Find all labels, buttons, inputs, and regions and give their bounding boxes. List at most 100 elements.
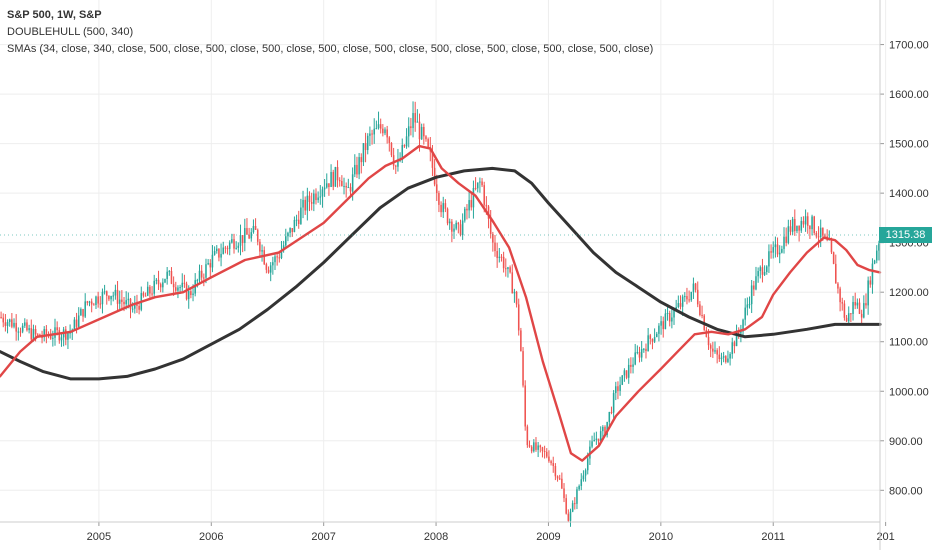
candle-body	[487, 206, 490, 219]
candle-body	[226, 248, 229, 250]
candle-body	[386, 129, 388, 138]
candle-body	[627, 364, 630, 378]
candle-body	[472, 187, 475, 208]
candle-body	[742, 319, 744, 332]
candle-body	[371, 133, 373, 135]
candle-body	[530, 446, 533, 452]
candle-body	[349, 187, 352, 192]
candle-body	[520, 330, 522, 352]
candle-body	[839, 288, 841, 303]
x-tick-label: 201	[876, 531, 894, 543]
candle-body	[392, 155, 395, 166]
candle-body	[498, 256, 501, 259]
candle-body	[65, 329, 67, 340]
candle-body	[556, 476, 559, 479]
x-tick-label: 2010	[649, 531, 673, 543]
candle-body	[34, 329, 37, 335]
candle-body	[21, 325, 24, 332]
candle-body	[765, 266, 768, 272]
candle-body	[209, 263, 212, 268]
candle-body	[873, 260, 876, 264]
candle-body	[19, 331, 22, 333]
candle-body	[207, 263, 209, 265]
candle-body	[725, 356, 727, 362]
candle-body	[401, 145, 404, 160]
candle-body	[809, 225, 811, 230]
candle-body	[289, 228, 291, 233]
candle-body	[502, 256, 505, 269]
candle-body	[524, 385, 526, 427]
candle-body	[774, 244, 777, 248]
candle-body	[239, 235, 242, 246]
candle-body	[783, 236, 785, 249]
candle-body	[338, 180, 341, 182]
candle-body	[591, 441, 593, 447]
candle-body	[127, 298, 130, 301]
candle-body	[854, 302, 856, 306]
candle-body	[369, 133, 371, 136]
candle-body	[464, 208, 466, 221]
chart-title: S&P 500, 1W, S&P	[7, 9, 102, 21]
candle-body	[256, 229, 259, 242]
candle-body	[526, 426, 529, 446]
candle-body	[763, 271, 766, 275]
candle-body	[67, 333, 69, 340]
candle-body	[653, 337, 656, 342]
candle-body	[545, 451, 548, 457]
candle-body	[675, 306, 677, 310]
candle-body	[548, 456, 550, 462]
candle-body	[632, 364, 634, 367]
candle-body	[841, 302, 844, 304]
candle-body	[440, 204, 442, 213]
candle-body	[875, 250, 878, 261]
candle-body	[716, 350, 718, 355]
candle-body	[293, 220, 296, 232]
candle-body	[804, 216, 807, 225]
candle-body	[237, 245, 240, 248]
candle-body	[567, 513, 570, 521]
candle-body	[658, 325, 660, 334]
candle-body	[662, 321, 665, 330]
candle-body	[505, 268, 507, 270]
candle-body	[791, 219, 794, 232]
candle-body	[709, 345, 712, 349]
candle-body	[528, 445, 531, 447]
candle-body	[593, 439, 595, 442]
candle-body	[356, 164, 358, 175]
candle-body	[630, 364, 632, 367]
candle-body	[785, 236, 787, 243]
candle-body	[390, 142, 393, 156]
candle-body	[90, 301, 93, 305]
candle-body	[30, 328, 33, 340]
candle-body	[619, 384, 621, 391]
grid	[0, 0, 887, 522]
y-tick-label: 1600.00	[889, 89, 929, 101]
candle-body	[32, 329, 35, 340]
candle-body	[183, 282, 186, 284]
candle-body	[561, 478, 563, 489]
x-tick-label: 2008	[424, 531, 448, 543]
candle-body	[263, 250, 265, 265]
candle-body	[80, 309, 82, 316]
candle-body	[6, 321, 9, 326]
candle-body	[315, 193, 317, 201]
candle-body	[105, 291, 108, 296]
candle-body	[750, 285, 753, 305]
candle-body	[664, 313, 667, 330]
candle-body	[172, 283, 175, 288]
candle-body	[481, 181, 483, 186]
candle-body	[537, 445, 539, 450]
candle-body	[343, 185, 345, 187]
candle-body	[612, 393, 615, 413]
candle-body	[668, 312, 671, 322]
candle-body	[241, 235, 244, 243]
candle-body	[190, 291, 192, 296]
candle-body	[638, 352, 641, 358]
candle-body	[794, 219, 796, 232]
candle-body	[427, 139, 429, 147]
candle-body	[634, 352, 636, 365]
candle-body	[832, 252, 835, 264]
candle-body	[108, 295, 110, 300]
candle-body	[606, 421, 608, 435]
